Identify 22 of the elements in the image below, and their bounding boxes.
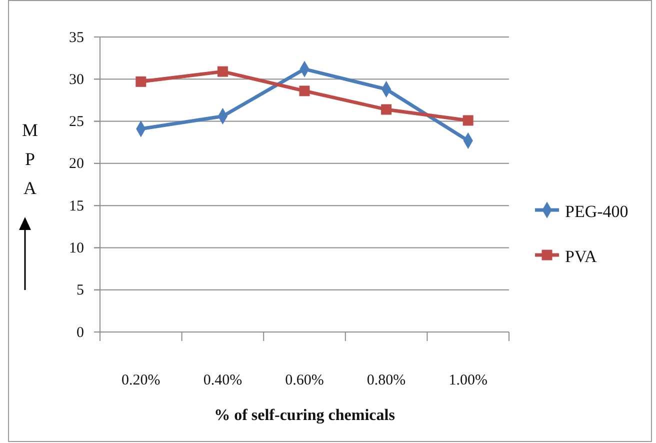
y-tick-label: 10 bbox=[69, 240, 84, 257]
point bbox=[217, 66, 228, 77]
legend-label: PEG-400 bbox=[565, 202, 628, 221]
y-axis-title: MPA bbox=[22, 120, 38, 198]
point bbox=[381, 104, 392, 115]
point bbox=[136, 76, 146, 87]
x-axis-title: % of self-curing chemicals bbox=[214, 407, 395, 424]
y-tick-label: 35 bbox=[69, 30, 84, 46]
y-tick-label: 5 bbox=[76, 282, 84, 299]
y-tick-label: 20 bbox=[69, 156, 84, 172]
x-tick-label: 0.40% bbox=[203, 372, 242, 389]
legend-label: PVA bbox=[565, 247, 598, 266]
point bbox=[299, 86, 310, 96]
y-tick-label: 0 bbox=[76, 324, 84, 341]
point bbox=[462, 115, 474, 126]
x-tick-label: 1.00% bbox=[448, 372, 488, 389]
y-tick-label: 25 bbox=[69, 114, 84, 130]
x-tick-label: 0.20% bbox=[122, 372, 160, 389]
y-tick-label: 15 bbox=[69, 198, 84, 214]
x-tick-label: 0.60% bbox=[285, 372, 324, 389]
y-tick-label: 30 bbox=[69, 72, 84, 88]
x-tick-label: 0.80% bbox=[366, 372, 406, 389]
